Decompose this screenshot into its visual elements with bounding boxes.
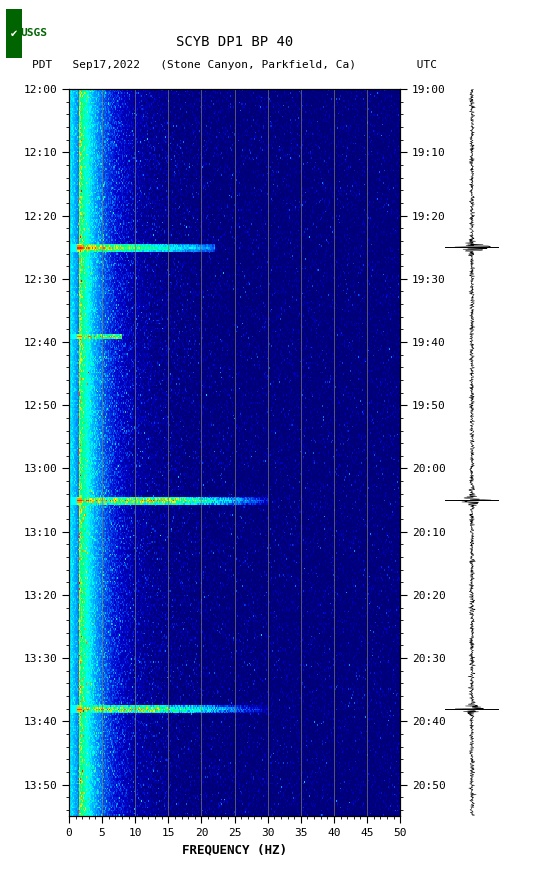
Text: SCYB DP1 BP 40: SCYB DP1 BP 40 xyxy=(176,35,293,49)
X-axis label: FREQUENCY (HZ): FREQUENCY (HZ) xyxy=(182,844,287,856)
Text: PDT   Sep17,2022   (Stone Canyon, Parkfield, Ca)         UTC: PDT Sep17,2022 (Stone Canyon, Parkfield,… xyxy=(32,60,437,70)
Bar xyxy=(6,9,22,58)
Text: USGS: USGS xyxy=(21,29,47,38)
Text: ✔: ✔ xyxy=(10,29,18,38)
